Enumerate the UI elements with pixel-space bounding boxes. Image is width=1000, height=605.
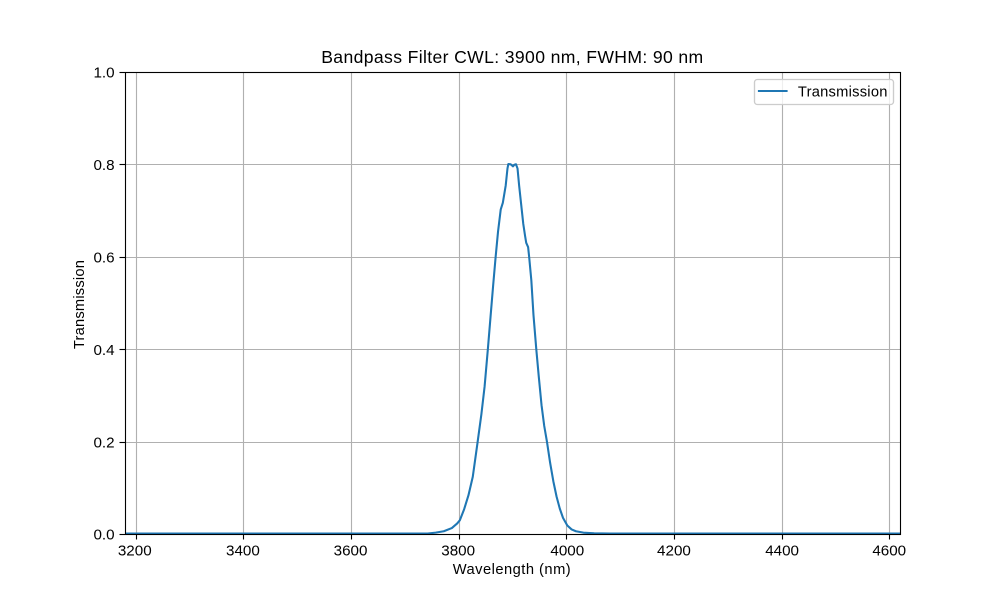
svg-text:3600: 3600 bbox=[334, 542, 368, 559]
svg-text:0.4: 0.4 bbox=[93, 342, 114, 359]
svg-text:Wavelength (nm): Wavelength (nm) bbox=[453, 562, 571, 578]
svg-text:4200: 4200 bbox=[657, 542, 691, 559]
svg-text:1.0: 1.0 bbox=[93, 65, 114, 82]
svg-text:3400: 3400 bbox=[226, 542, 260, 559]
svg-text:4000: 4000 bbox=[550, 542, 584, 559]
svg-text:Transmission: Transmission bbox=[798, 84, 888, 100]
svg-text:0.0: 0.0 bbox=[93, 527, 114, 544]
svg-text:0.6: 0.6 bbox=[93, 249, 114, 266]
svg-text:4600: 4600 bbox=[872, 542, 906, 559]
svg-text:0.8: 0.8 bbox=[93, 157, 114, 174]
svg-text:0.2: 0.2 bbox=[93, 434, 114, 451]
svg-text:3200: 3200 bbox=[118, 542, 152, 559]
svg-text:Transmission: Transmission bbox=[72, 260, 88, 349]
svg-text:4400: 4400 bbox=[765, 542, 799, 559]
svg-text:Bandpass Filter CWL: 3900 nm,: Bandpass Filter CWL: 3900 nm, FWHM: 90 n… bbox=[321, 47, 703, 67]
svg-text:3800: 3800 bbox=[441, 542, 475, 559]
